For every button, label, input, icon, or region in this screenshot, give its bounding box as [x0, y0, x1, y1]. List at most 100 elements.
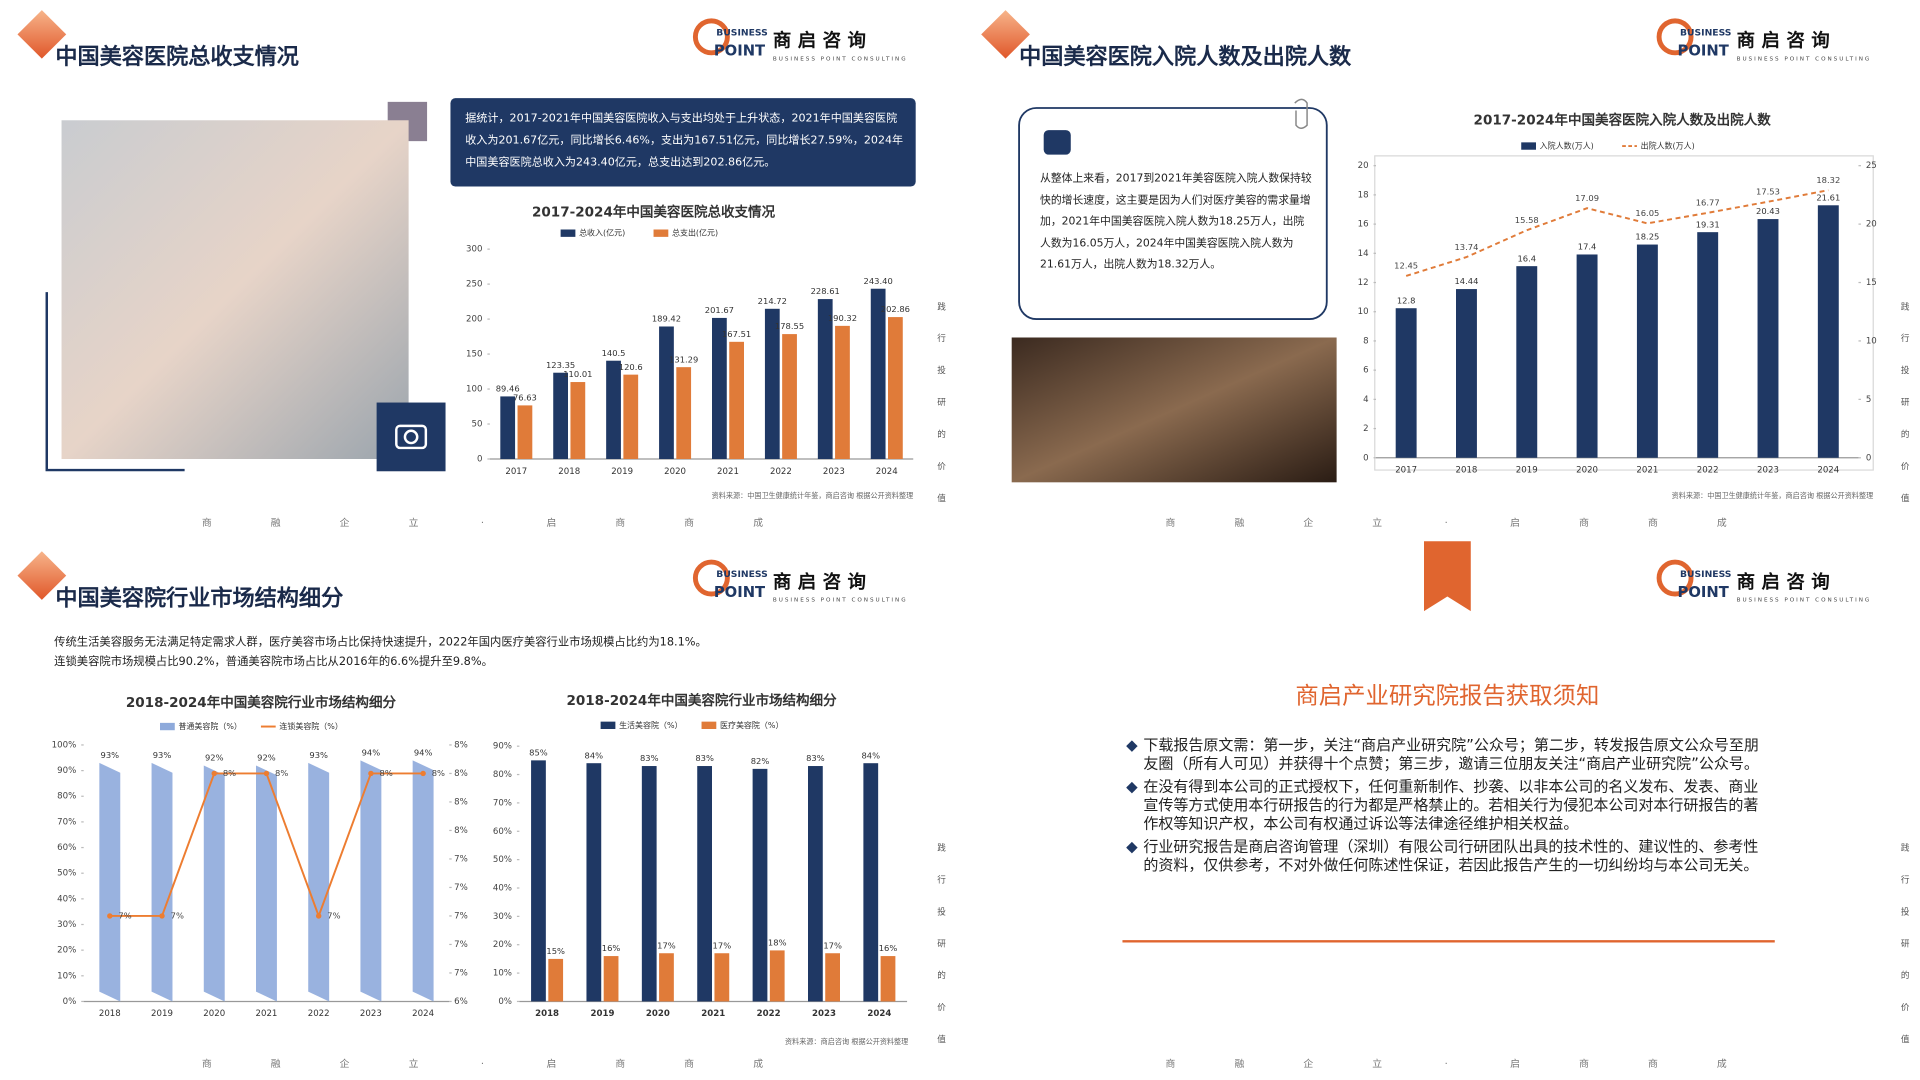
data-label: 83%: [695, 753, 714, 763]
x-tick-label: 2018: [99, 1009, 121, 1019]
line-marker: [107, 913, 113, 919]
tick-label: 70%: [57, 817, 76, 827]
data-label: 93%: [153, 750, 172, 760]
tick-label: 90%: [57, 766, 76, 776]
tick-label: 70%: [493, 798, 512, 808]
summary-line: 传统生活美容服务无法满足特定需求人群，医疗美容市场占比保持快速提升，2022年国…: [54, 635, 707, 650]
side-char: 行: [1901, 873, 1910, 885]
tick-label: 80%: [493, 770, 512, 780]
side-char: 的: [937, 969, 946, 981]
data-label: 89.46: [496, 384, 520, 394]
notice-text: 在没有得到本公司的正式授权下，任何重新制作、抄袭、以非本公司的名义发布、发表、商…: [1143, 778, 1759, 833]
tick-label: 80%: [57, 792, 76, 802]
footer-char: 立: [409, 516, 419, 529]
side-char: 值: [937, 492, 946, 504]
side-char: 投: [1901, 364, 1910, 376]
bar: [203, 765, 225, 1002]
legend-label: 总收入(亿元): [579, 228, 625, 238]
logo-name: 商 启 咨 询: [1737, 571, 1830, 593]
logo-mark: BUSINESS: [1680, 28, 1731, 39]
tick-label: 30%: [493, 912, 512, 922]
logo-mark: POINT: [714, 584, 765, 601]
tick-label: 60%: [57, 843, 76, 853]
data-label: 84%: [861, 750, 880, 760]
bar: [1817, 205, 1839, 458]
data-label: 15.58: [1515, 215, 1539, 225]
data-label: 92%: [257, 753, 276, 763]
data-label: 7%: [327, 910, 340, 920]
tick-label: 12: [1358, 278, 1369, 288]
data-label: 76.63: [513, 393, 537, 403]
tick-label: 0: [1363, 453, 1368, 463]
side-char: 投: [937, 364, 946, 376]
side-char: 行: [1901, 332, 1910, 344]
x-tick-label: 2019: [151, 1009, 173, 1019]
data-label: 214.72: [758, 296, 787, 306]
data-label: 140.5: [602, 348, 626, 358]
tick-label: 7%: [454, 854, 468, 864]
footer-char: 企: [1303, 516, 1313, 529]
footer-char: 商: [615, 1057, 625, 1070]
data-label: 167.51: [722, 329, 751, 339]
x-tick-label: 2017: [505, 467, 527, 477]
footer-char: 启: [546, 1057, 556, 1070]
chart-frame: [1374, 155, 1874, 471]
data-label: 8%: [223, 768, 236, 778]
bar: [606, 360, 621, 459]
chart-title: 2018-2024年中国美容院行业市场结构细分: [126, 694, 397, 711]
bar: [412, 760, 434, 1002]
tick-label: 0: [1866, 453, 1871, 463]
bar: [729, 341, 744, 459]
side-char: 研: [1901, 397, 1910, 408]
x-tick-label: 2023: [360, 1009, 382, 1019]
logo-mark: POINT: [1678, 43, 1729, 60]
summary-line: 连锁美容院市场规模占比90.2%，普通美容院市场占比从2016年的6.6%提升至…: [54, 655, 493, 669]
legend-label: 总支出(亿元): [672, 228, 718, 238]
side-char: 研: [937, 938, 946, 949]
tick-label: 20%: [493, 940, 512, 950]
legend-label: 连锁美容院（%）: [279, 721, 342, 731]
logo-mark: BUSINESS: [716, 28, 767, 39]
data-label: 83%: [640, 753, 659, 763]
tick-label: 100%: [52, 740, 77, 750]
footer-char: ·: [1445, 518, 1448, 529]
tick-label: 200: [466, 315, 482, 325]
data-label: 243.40: [864, 276, 893, 286]
logo-circle: [692, 18, 730, 56]
bar: [517, 405, 533, 459]
legend-swatch: [560, 229, 576, 237]
bar: [308, 762, 330, 1002]
bar: [1697, 232, 1719, 458]
notice-list: ◆ 下载报告原文需：第一步，关注“商启产业研究院”公众号；第二步，转发报告原文公众…: [1126, 736, 1772, 875]
side-char: 价: [1901, 462, 1910, 472]
photo: [1011, 337, 1337, 483]
data-label: 7%: [171, 910, 184, 920]
camera-icon: [403, 429, 419, 445]
notice: ◆ 行业研究报告是商启咨询管理（深圳）有限公司行研团队出具的技术性的、建议性的、参…: [1126, 838, 1772, 875]
tick-label: 10: [1866, 336, 1877, 346]
data-label: 12.8: [1397, 295, 1416, 305]
bar: [752, 768, 768, 1002]
side-char: 值: [937, 1033, 946, 1045]
title-ornament: [17, 10, 67, 59]
side-char: 践: [937, 842, 946, 854]
legend-label: 医疗美容院（%）: [720, 720, 783, 730]
footer-char: 启: [1510, 1057, 1520, 1070]
summary-box: [1018, 107, 1328, 321]
data-label: 85%: [529, 748, 548, 758]
tick-label: 50%: [493, 855, 512, 865]
data-label: 84%: [585, 750, 604, 760]
data-label: 202.86: [881, 304, 910, 314]
notice-title: 商启产业研究院报告获取须知: [1295, 682, 1599, 710]
bar: [659, 326, 674, 459]
bar: [1576, 254, 1598, 458]
side-char: 投: [1901, 905, 1910, 917]
legend-swatch: [701, 721, 717, 729]
photo-frame: [45, 292, 185, 472]
line-marker: [420, 770, 426, 777]
side-char: 值: [1901, 492, 1910, 504]
data-label: 19.31: [1696, 219, 1720, 229]
x-tick-label: 2018: [535, 1009, 559, 1019]
data-label: 15%: [546, 946, 565, 956]
